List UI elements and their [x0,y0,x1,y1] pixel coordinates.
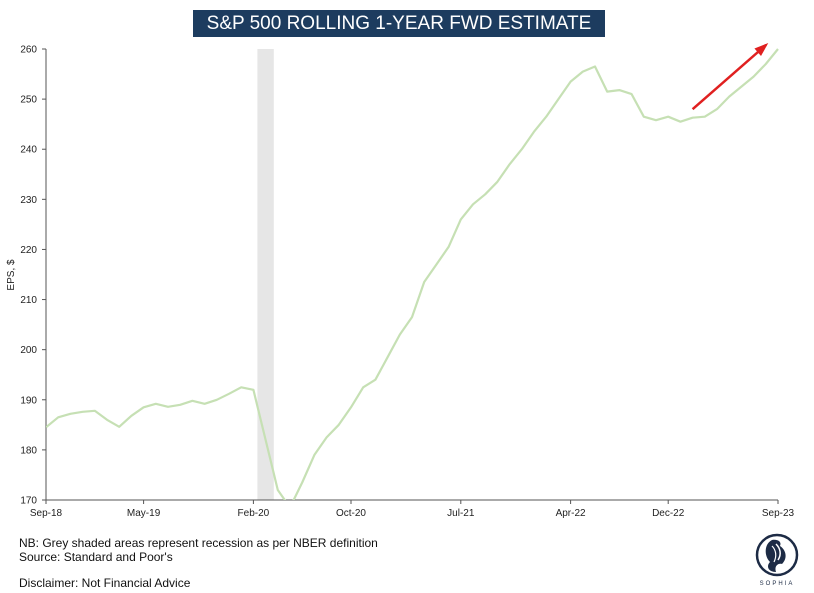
y-tick-label: 220 [20,245,37,256]
recession-note: NB: Grey shaded areas represent recessio… [19,536,378,550]
trend-arrow-head [754,43,769,56]
eps-series-line [46,48,779,500]
y-tick-label: 230 [20,195,37,206]
x-tick-label: May-19 [127,508,161,519]
x-tick-label: Dec-22 [652,508,685,519]
sophia-logo: SOPHIA [752,530,802,588]
y-tick-label: 190 [20,395,37,406]
x-tick-label: Sep-23 [762,508,795,519]
x-tick-label: Oct-20 [336,508,366,519]
y-axis-label: EPS, $ [6,259,17,291]
x-tick-label: Sep-18 [30,508,63,519]
x-tick-label: Apr-22 [556,508,586,519]
y-tick-label: 170 [20,496,37,507]
x-tick-label: Feb-20 [238,508,270,519]
chart-title: S&P 500 ROLLING 1-YEAR FWD ESTIMATE [193,10,605,37]
logo-text: SOPHIA [760,581,795,587]
sophia-logo-icon: SOPHIA [755,533,799,587]
recession-band [257,49,274,500]
y-tick-label: 250 [20,95,37,106]
disclaimer-note: Disclaimer: Not Financial Advice [19,576,191,590]
y-tick-label: 180 [20,445,37,456]
y-tick-label: 240 [20,145,37,156]
trend-arrow-line [691,44,767,111]
y-tick-label: 260 [20,45,37,56]
y-tick-label: 200 [20,345,37,356]
y-tick-label: 210 [20,295,37,306]
source-note: Source: Standard and Poor's [19,550,173,564]
x-tick-label: Jul-21 [447,508,475,519]
